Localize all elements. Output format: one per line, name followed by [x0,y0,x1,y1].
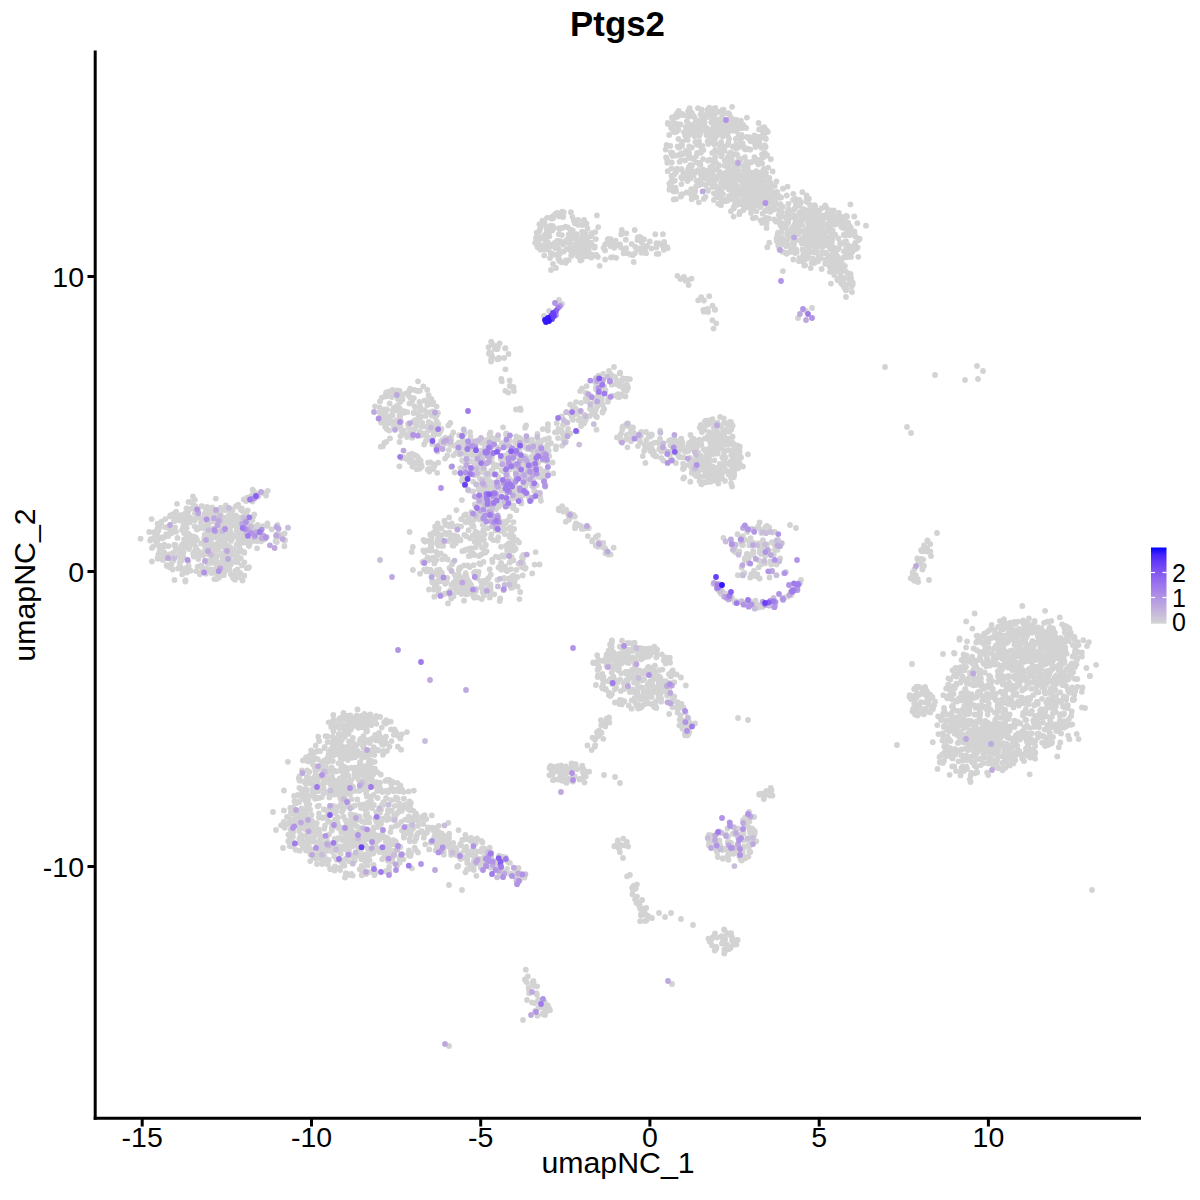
svg-text:0: 0 [1172,608,1186,636]
svg-text:2: 2 [1172,559,1186,587]
svg-text:-10: -10 [291,1121,332,1153]
svg-text:umapNC_2: umapNC_2 [8,508,41,661]
svg-text:Ptgs2: Ptgs2 [570,4,665,43]
svg-text:-15: -15 [122,1121,163,1153]
svg-text:-10: -10 [43,851,84,883]
svg-text:10: 10 [52,261,84,293]
svg-text:10: 10 [973,1121,1005,1153]
svg-text:0: 0 [68,556,84,588]
svg-text:umapNC_1: umapNC_1 [541,1146,694,1179]
svg-text:-5: -5 [468,1121,493,1153]
svg-text:5: 5 [811,1121,827,1153]
